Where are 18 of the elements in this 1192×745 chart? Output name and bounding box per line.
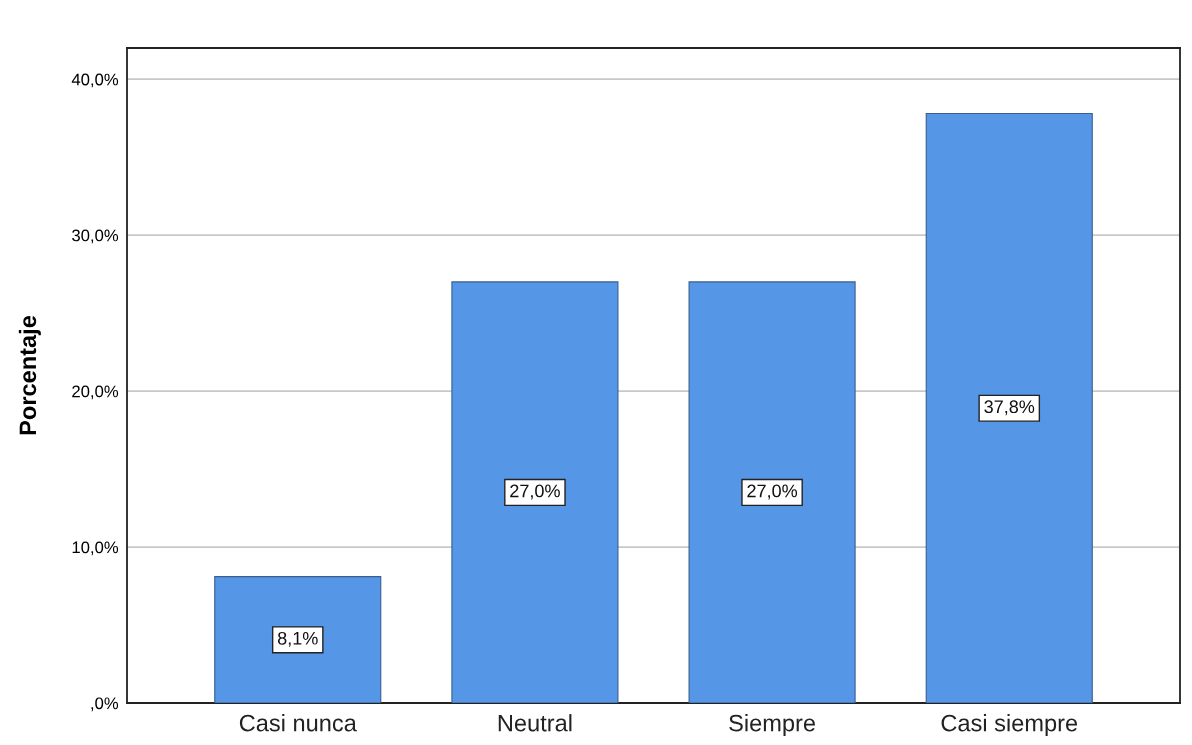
x-tick-label: Casi nunca	[239, 714, 357, 732]
y-tick-label: 40,0%	[71, 73, 119, 88]
y-tick-label: 20,0%	[72, 385, 119, 400]
bar	[688, 281, 856, 703]
y-tick-label: 10,0%	[72, 541, 119, 556]
data-label: 27,0%	[510, 484, 560, 500]
bar	[925, 112, 1093, 703]
x-tick-label: Neutral	[498, 714, 572, 732]
x-tick-label: Siempre	[729, 714, 815, 737]
data-label: 37,8%	[984, 400, 1035, 416]
y-tick-label: 30,0%	[72, 229, 119, 244]
data-label: 27,0%	[747, 484, 798, 500]
x-tick-label: Casi siempre	[941, 714, 1078, 737]
data-label: 8,1%	[277, 631, 318, 647]
bar	[451, 281, 619, 703]
y-axis-title: Porcentaje	[18, 315, 41, 435]
y-tick-label: ,0%	[91, 697, 119, 712]
bar	[214, 576, 382, 703]
